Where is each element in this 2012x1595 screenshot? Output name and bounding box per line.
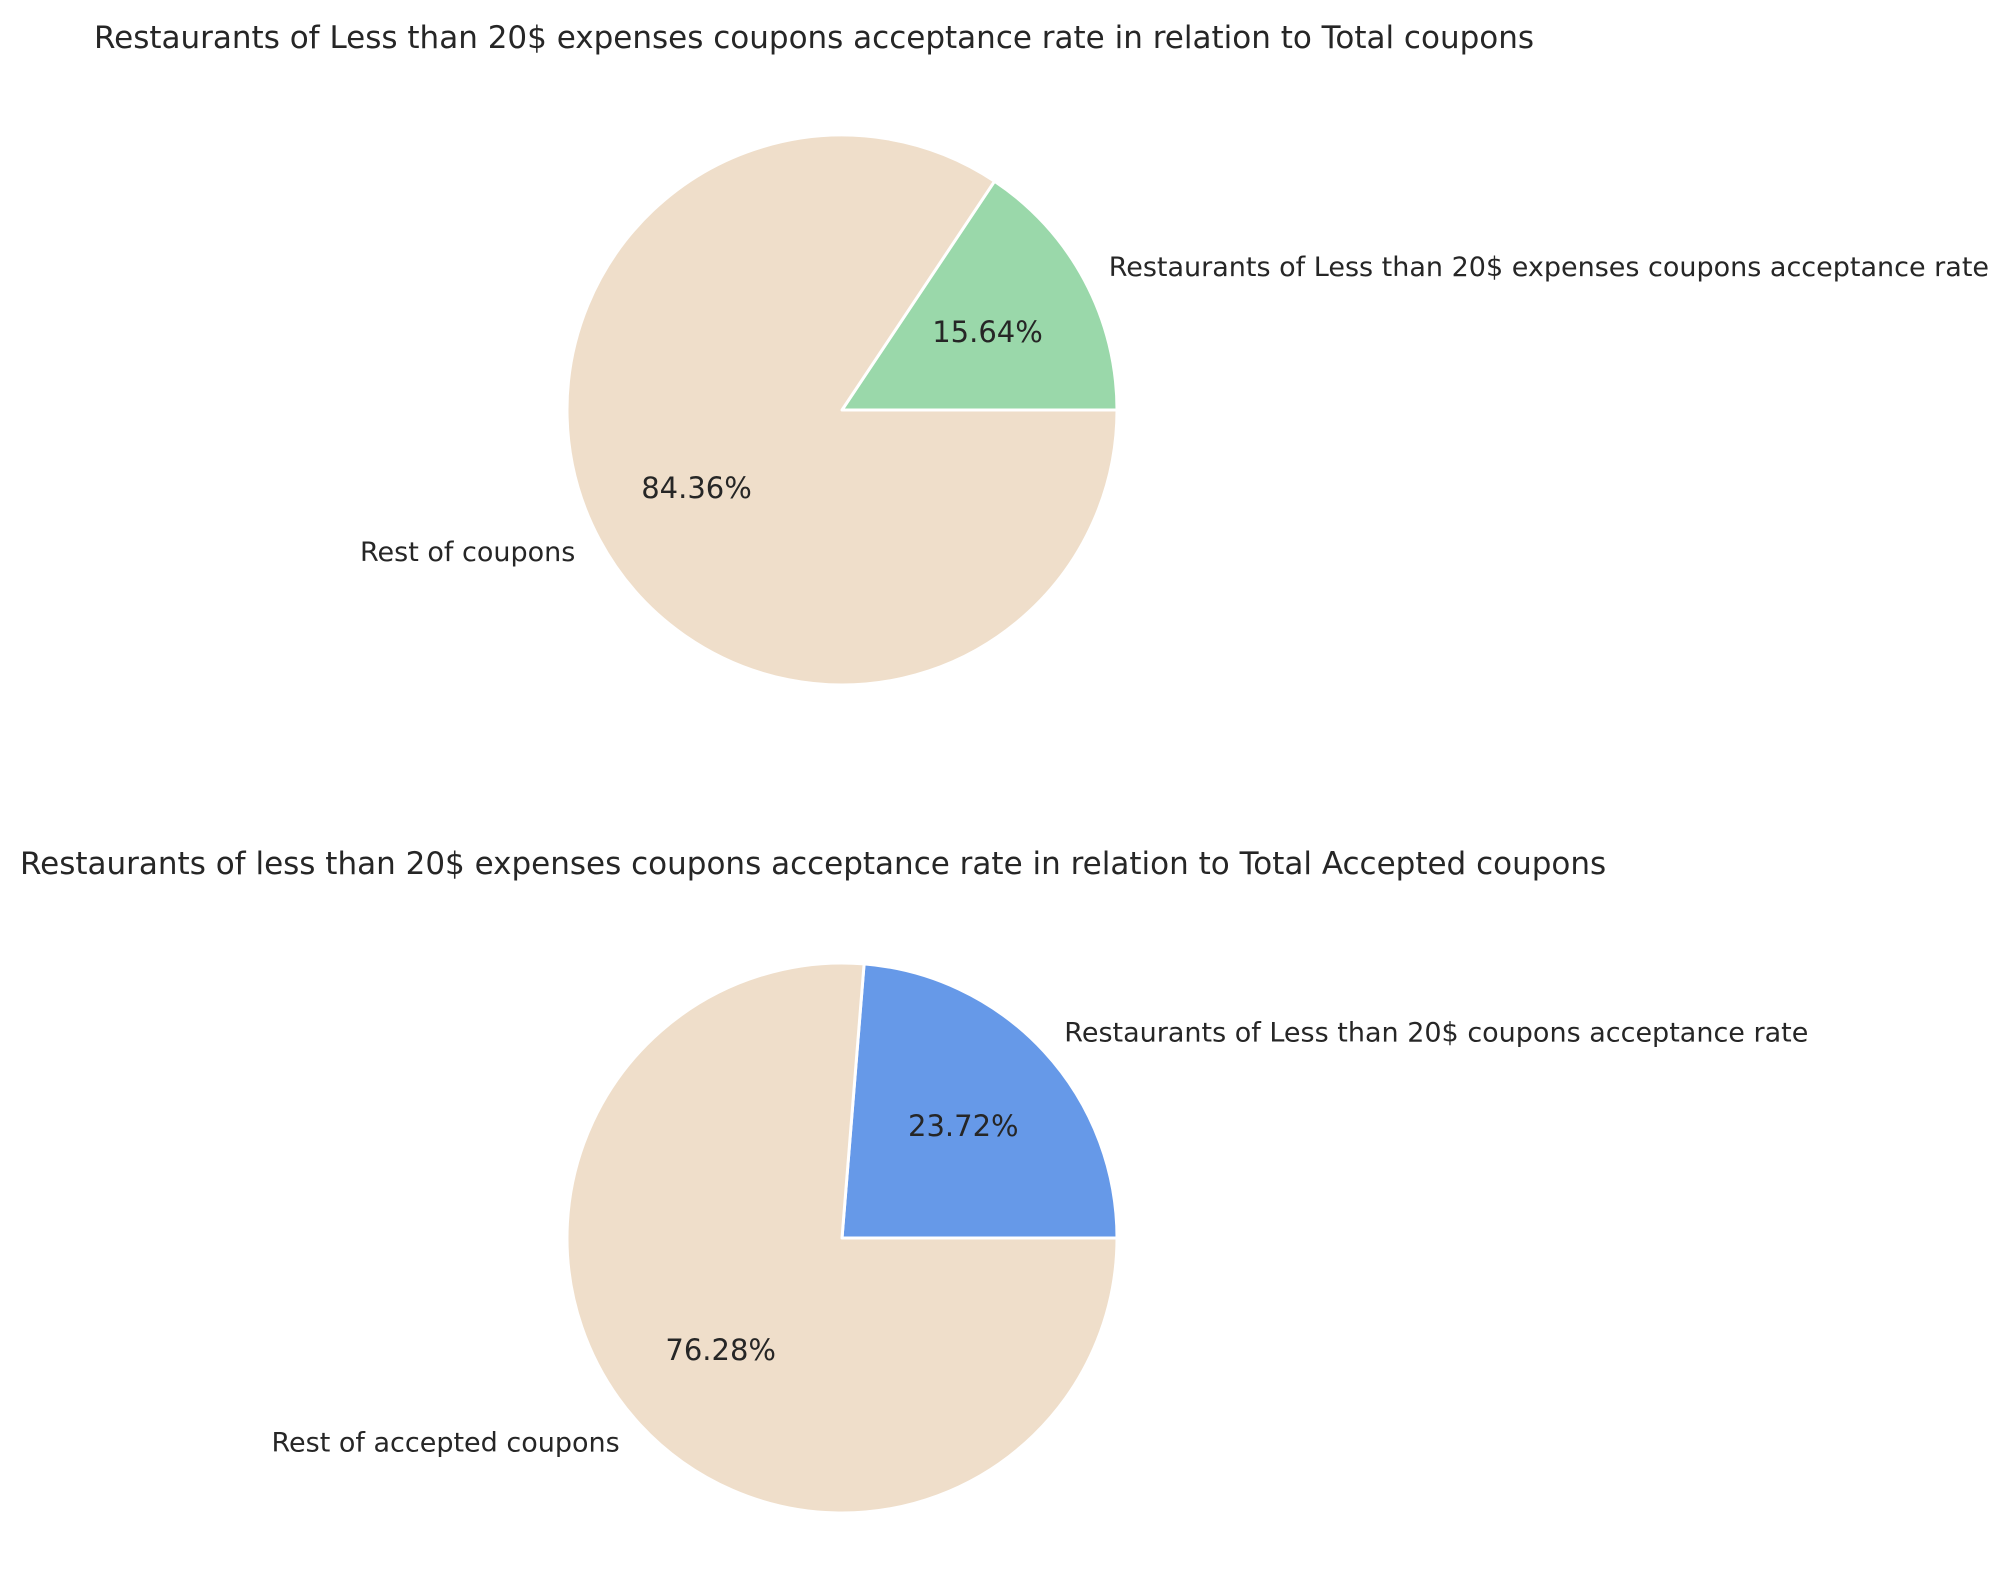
- chart-title-total-coupons: Restaurants of Less than 20$ expenses co…: [94, 20, 1534, 56]
- slice-rest-of-accepted-coupons-total-accepted-coupons: [565, 961, 1119, 1515]
- slice-label-restaurants-under-20-total-accepted-coupons: Restaurants of Less than 20$ coupons acc…: [1064, 1017, 1808, 1048]
- pie-labels-total-accepted-coupons: 23.72% Restaurants of Less than 20$ coupo…: [271, 1017, 1808, 1458]
- pie-slices-total-coupons: [565, 133, 1119, 687]
- slice-restaurants-under-20-total-accepted-coupons: [840, 962, 1119, 1240]
- pct-label-restaurants-under-20-total-accepted-coupons: 23.72%: [908, 1109, 1019, 1143]
- slice-rest-of-coupons-total-coupons: [565, 133, 1119, 687]
- slice-label-rest-of-accepted-coupons-total-accepted-coupons: Rest of accepted coupons: [271, 1428, 619, 1459]
- pct-label-rest-of-coupons-total-coupons: 84.36%: [641, 471, 752, 505]
- slice-label-rest-of-coupons-total-coupons: Rest of coupons: [360, 537, 575, 568]
- pie-labels-total-coupons: 15.64% Restaurants of Less than 20$ expen…: [360, 252, 1989, 568]
- pie-chart-total-coupons: Restaurants of Less than 20$ expenses co…: [94, 20, 1989, 687]
- pie-chart-total-accepted-coupons: Restaurants of less than 20$ expenses co…: [20, 846, 1808, 1515]
- slice-label-restaurants-under-20-total-coupons: Restaurants of Less than 20$ expenses co…: [1109, 252, 1989, 283]
- slice-restaurants-under-20-total-coupons: [840, 179, 1119, 412]
- pct-label-restaurants-under-20-total-coupons: 15.64%: [932, 315, 1043, 349]
- chart-title-total-accepted-coupons: Restaurants of less than 20$ expenses co…: [20, 846, 1606, 882]
- pie-slices-total-accepted-coupons: [565, 961, 1119, 1515]
- pct-label-rest-of-accepted-coupons-total-accepted-coupons: 76.28%: [665, 1333, 776, 1367]
